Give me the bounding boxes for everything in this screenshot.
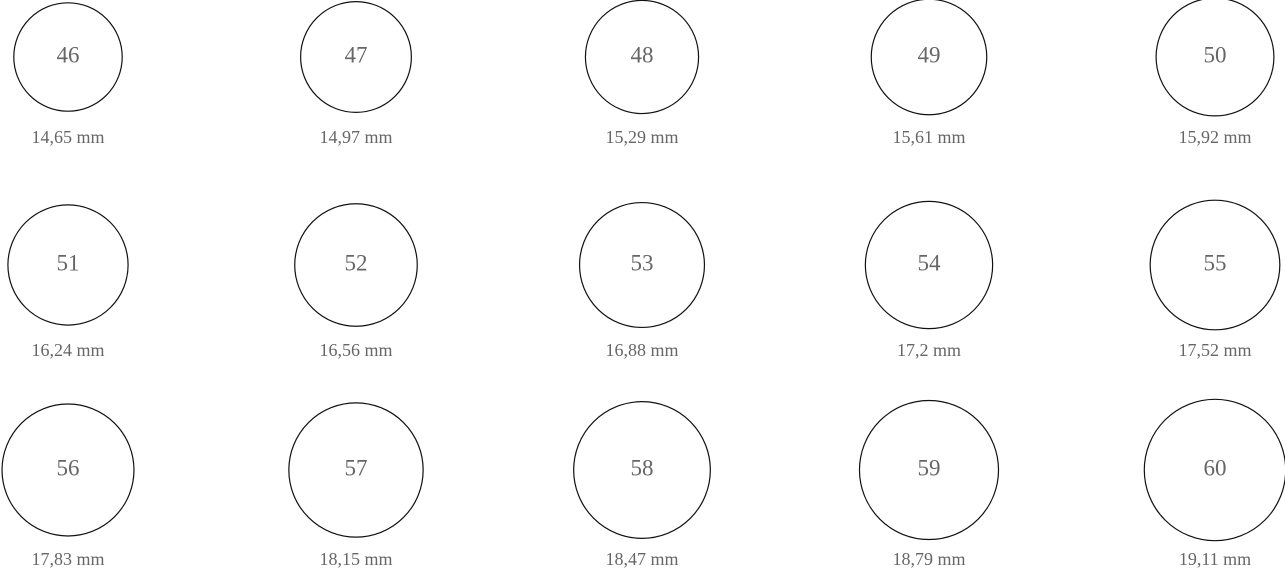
ring-circle xyxy=(864,200,994,330)
ring-diameter: 15,61 mm xyxy=(892,127,965,147)
ring-size: 51 xyxy=(57,250,80,275)
ring-size: 56 xyxy=(57,455,80,480)
ring-size: 49 xyxy=(918,42,941,67)
ring-diameter: 14,65 mm xyxy=(31,127,104,147)
ring-diameter: 18,15 mm xyxy=(319,549,392,569)
ring-diameter: 14,97 mm xyxy=(319,127,392,147)
ring-diameter: 18,79 mm xyxy=(892,549,965,569)
ring-size: 59 xyxy=(918,455,941,480)
ring-circle xyxy=(1143,398,1285,542)
ring-size: 50 xyxy=(1204,42,1227,67)
ring-circle xyxy=(300,1,412,113)
ring-diameter: 15,92 mm xyxy=(1178,127,1251,147)
ring-size: 46 xyxy=(57,42,80,67)
ring-size: 53 xyxy=(631,250,654,275)
ring-circle xyxy=(1,403,135,537)
ring-diameter: 19,11 mm xyxy=(1179,549,1251,569)
ring-circle xyxy=(1149,199,1281,331)
ring-diameter: 16,24 mm xyxy=(31,340,104,360)
ring-diameter: 16,88 mm xyxy=(605,340,678,360)
ring-size: 54 xyxy=(918,250,942,275)
ring-size: 48 xyxy=(631,42,654,67)
ring-diameter: 16,56 mm xyxy=(319,340,392,360)
ring-size: 58 xyxy=(631,455,654,480)
ring-circle xyxy=(584,0,700,115)
ring-diameter: 15,29 mm xyxy=(605,127,678,147)
ring-circle xyxy=(13,2,123,112)
ring-size: 57 xyxy=(345,455,368,480)
ring-circle xyxy=(870,0,988,116)
ring-diameter: 18,47 mm xyxy=(605,549,678,569)
ring-circle xyxy=(1155,0,1275,117)
ring-circle xyxy=(858,399,1000,541)
ring-size: 52 xyxy=(345,250,368,275)
ring-circle xyxy=(573,401,711,539)
ring-circle xyxy=(288,402,424,538)
ring-circle xyxy=(7,204,129,326)
ring-diameter: 17,2 mm xyxy=(897,340,961,360)
ring-size: 47 xyxy=(345,42,368,67)
ring-circle xyxy=(578,201,706,329)
ring-size: 55 xyxy=(1204,250,1227,275)
ring-size: 60 xyxy=(1204,455,1227,480)
ring-circle xyxy=(294,203,418,327)
ring-diameter: 17,52 mm xyxy=(1178,340,1251,360)
ring-diameter: 17,83 mm xyxy=(31,549,104,569)
